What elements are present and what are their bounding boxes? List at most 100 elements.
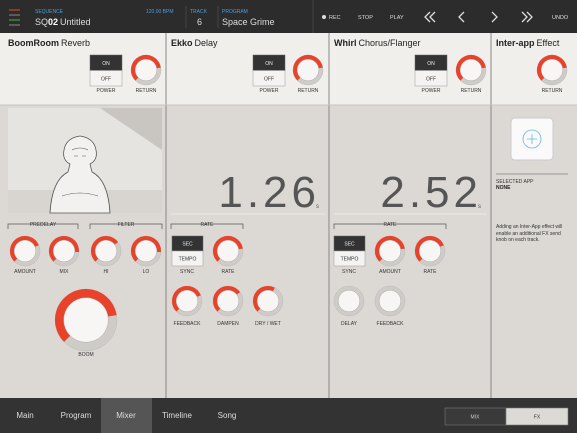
power-toggle[interactable]: SEC TEMPO [171, 235, 204, 267]
knob[interactable] [374, 285, 406, 317]
play-button[interactable]: PLAY [390, 15, 404, 21]
knob-cap [256, 289, 280, 313]
power-toggle[interactable]: ON OFF [89, 54, 123, 87]
knob[interactable] [130, 235, 162, 267]
stop-button[interactable]: STOP [358, 15, 373, 21]
tab[interactable]: Song [218, 411, 237, 420]
group-label: RATE [201, 222, 215, 228]
return-label: RETURN [542, 88, 563, 94]
knob[interactable] [171, 285, 203, 317]
knob-label: DELAY [341, 321, 358, 327]
knob-cap [540, 58, 564, 82]
program[interactable]: Space Grime [222, 17, 275, 27]
undo-button[interactable]: UNDO [552, 15, 569, 21]
delay-time: 1.26 [218, 168, 320, 217]
plugin-type: Reverb [61, 38, 90, 48]
next-button[interactable] [491, 11, 498, 23]
knob[interactable] [374, 235, 406, 267]
delay-time: 2.52 [380, 168, 482, 217]
knob-cap [175, 289, 199, 313]
knob[interactable] [455, 54, 487, 86]
group-label: FILTER [118, 222, 135, 228]
knob[interactable] [333, 285, 365, 317]
power-toggle[interactable]: ON OFF [252, 54, 286, 87]
knob-cap [94, 239, 118, 263]
selected-app: NONE [496, 185, 511, 191]
knob-cap [63, 297, 109, 343]
mix-label: MIX [471, 415, 481, 421]
knob-arc [456, 55, 486, 81]
knob[interactable] [54, 288, 118, 352]
group-label: RATE [384, 222, 398, 228]
knob[interactable] [536, 54, 568, 86]
knob-label: FEEDBACK [174, 321, 202, 327]
plugin-title: Whirl Chorus/Flanger [334, 38, 421, 48]
knob[interactable] [212, 235, 244, 267]
knob-arc [49, 236, 79, 262]
knob-arc [213, 236, 243, 262]
knob[interactable] [212, 285, 244, 317]
toggle-bottom [171, 250, 204, 267]
sequence[interactable]: SQ02 Untitled [35, 17, 91, 27]
fx-button[interactable] [505, 407, 569, 426]
tab[interactable]: Program [61, 411, 92, 420]
knob[interactable] [292, 54, 324, 86]
tab-selected [101, 398, 152, 433]
rec-button[interactable]: REC [329, 15, 341, 21]
start-button[interactable] [424, 11, 436, 23]
toggle-label: SEC [182, 242, 193, 248]
knob-cap [378, 239, 402, 263]
knob-label: MIX [60, 269, 70, 275]
knob-label: AMOUNT [14, 269, 36, 275]
track[interactable]: 6 [197, 17, 202, 27]
menu-icon[interactable] [9, 9, 20, 26]
inter-app-description: Adding an Inter-App effect will enable a… [496, 224, 563, 243]
knob-arc [375, 236, 405, 262]
power-toggle[interactable]: ON OFF [414, 54, 448, 87]
toggle-bottom [333, 250, 366, 267]
selected-app-label: SELECTED APP [496, 179, 534, 185]
toggle-label: TEMPO [179, 257, 197, 263]
tab[interactable]: Mixer [116, 411, 136, 420]
return-label: RETURN [298, 88, 319, 94]
knob[interactable] [48, 235, 80, 267]
end-button[interactable] [521, 11, 533, 23]
knob-cap [378, 289, 402, 313]
top-bar [0, 0, 577, 33]
knob[interactable] [9, 235, 41, 267]
knob-label: SYNC [342, 269, 356, 275]
power-toggle[interactable]: SEC TEMPO [333, 235, 366, 267]
knob-arc [293, 55, 323, 81]
knob-label: SYNC [180, 269, 194, 275]
return-label: RETURN [461, 88, 482, 94]
knob-arc [10, 236, 39, 262]
toggle-label: TEMPO [341, 257, 359, 263]
toggle-bottom [252, 70, 286, 87]
toggle-label: ON [102, 61, 110, 67]
knob-label: RATE [424, 269, 438, 275]
knob-label: FEEDBACK [377, 321, 405, 327]
knob[interactable] [130, 54, 162, 86]
prev-button[interactable] [458, 11, 465, 23]
knob-arc [213, 286, 241, 312]
knob[interactable] [414, 235, 446, 267]
knob-arc [131, 236, 161, 262]
plugin-title: Inter-app Effect [496, 38, 560, 48]
plugin-type: Chorus/Flanger [359, 38, 421, 48]
power-label: POWER [422, 88, 441, 94]
room-image [8, 108, 162, 214]
power-label: POWER [97, 88, 116, 94]
knob-arc [55, 289, 117, 342]
knob-cap [134, 58, 158, 82]
tab[interactable]: Timeline [162, 411, 192, 420]
knob[interactable] [252, 285, 284, 317]
knob[interactable] [90, 235, 122, 267]
bpm[interactable]: 120.00 BPM [146, 9, 174, 15]
knob-arc [131, 55, 161, 81]
tab[interactable]: Main [16, 411, 33, 420]
knob-arc [91, 236, 119, 262]
knob-cap [134, 239, 158, 263]
rec-dot [322, 15, 326, 19]
sequence-prefix: SQ [35, 17, 48, 27]
